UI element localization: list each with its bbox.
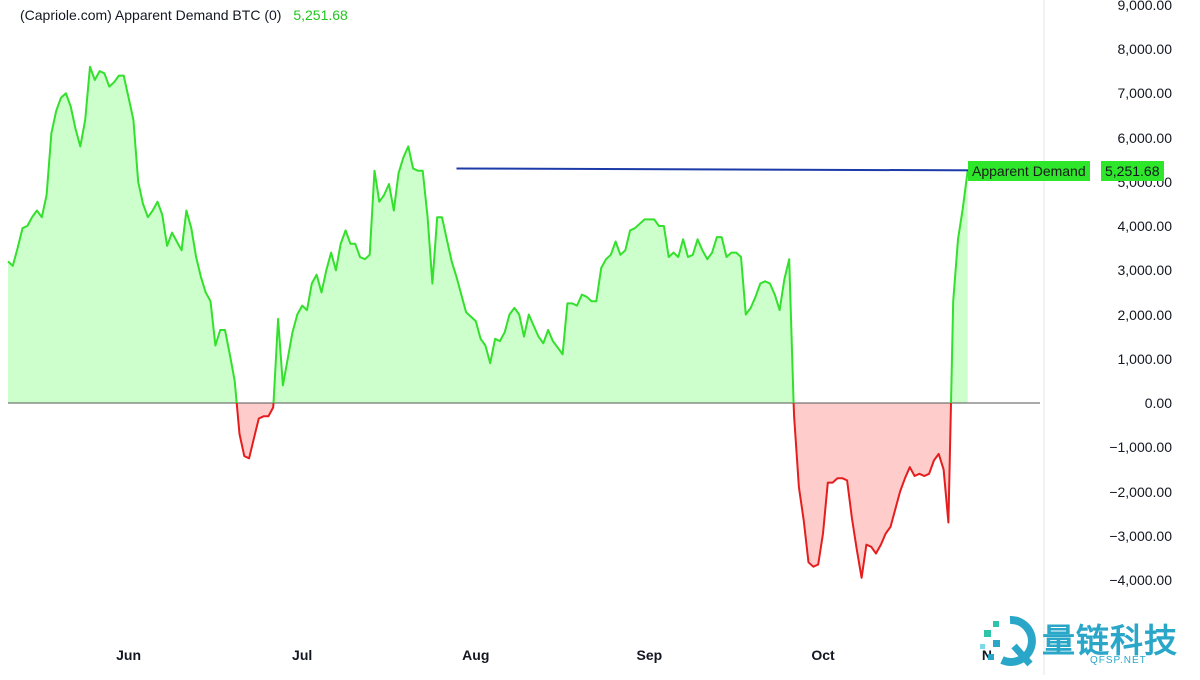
y-tick-label: 4,000.00 (1117, 218, 1173, 234)
y-tick-label: 0.00 (1144, 395, 1172, 411)
y-tick-label: 7,000.00 (1117, 85, 1173, 102)
x-tick-label: Jun (116, 647, 141, 663)
positive-area-4 (951, 170, 968, 403)
chart-legend[interactable]: (Capriole.com) Apparent Demand BTC (0) 5… (20, 7, 348, 23)
y-tick-label: 6,000.00 (1117, 129, 1173, 146)
y-tick-label: 8,000.00 (1117, 41, 1173, 57)
trendline[interactable] (456, 167, 1041, 172)
y-tick-label: −3,000.00 (1109, 527, 1172, 544)
legend-title: (Capriole.com) Apparent Demand BTC (0) (20, 7, 282, 23)
x-tick-label: Sep (636, 647, 663, 663)
watermark-logo: 量链科技 QFSP.NET (978, 612, 1188, 670)
y-tick-label: 2,000.00 (1117, 306, 1173, 323)
x-tick-label: Jul (292, 647, 313, 663)
y-tick-label: 1,000.00 (1117, 350, 1173, 367)
positive-area-2 (273, 146, 794, 403)
y-tick-label: −2,000.00 (1109, 483, 1172, 500)
negative-series-line-3[interactable] (792, 402, 952, 579)
x-tick-label: Oct (811, 647, 835, 663)
legend-value: 5,251.68 (293, 7, 348, 23)
y-tick-label: −1,000.00 (1109, 439, 1172, 456)
watermark-text: 量链科技 (1042, 621, 1178, 660)
x-tick-label: Aug (462, 647, 490, 663)
series-last-value-label: 5,251.68 (1101, 161, 1164, 181)
y-tick-label: 9,000.00 (1117, 0, 1173, 13)
y-tick-label: 3,000.00 (1117, 262, 1173, 279)
series-name-label: Apparent Demand (968, 161, 1090, 181)
qfsp-logo-icon (980, 616, 1036, 667)
watermark-subtext: QFSP.NET (1090, 655, 1147, 666)
positive-area-0 (8, 66, 237, 403)
x-tick-label: N (981, 647, 993, 663)
negative-series-line-1[interactable] (235, 402, 275, 460)
positive-series-line-2[interactable] (272, 145, 795, 404)
y-tick-label: −4,000.00 (1109, 572, 1172, 588)
negative-area-3 (793, 403, 951, 578)
positive-series-line-4[interactable] (950, 170, 969, 404)
positive-series-line-0[interactable] (7, 65, 238, 404)
